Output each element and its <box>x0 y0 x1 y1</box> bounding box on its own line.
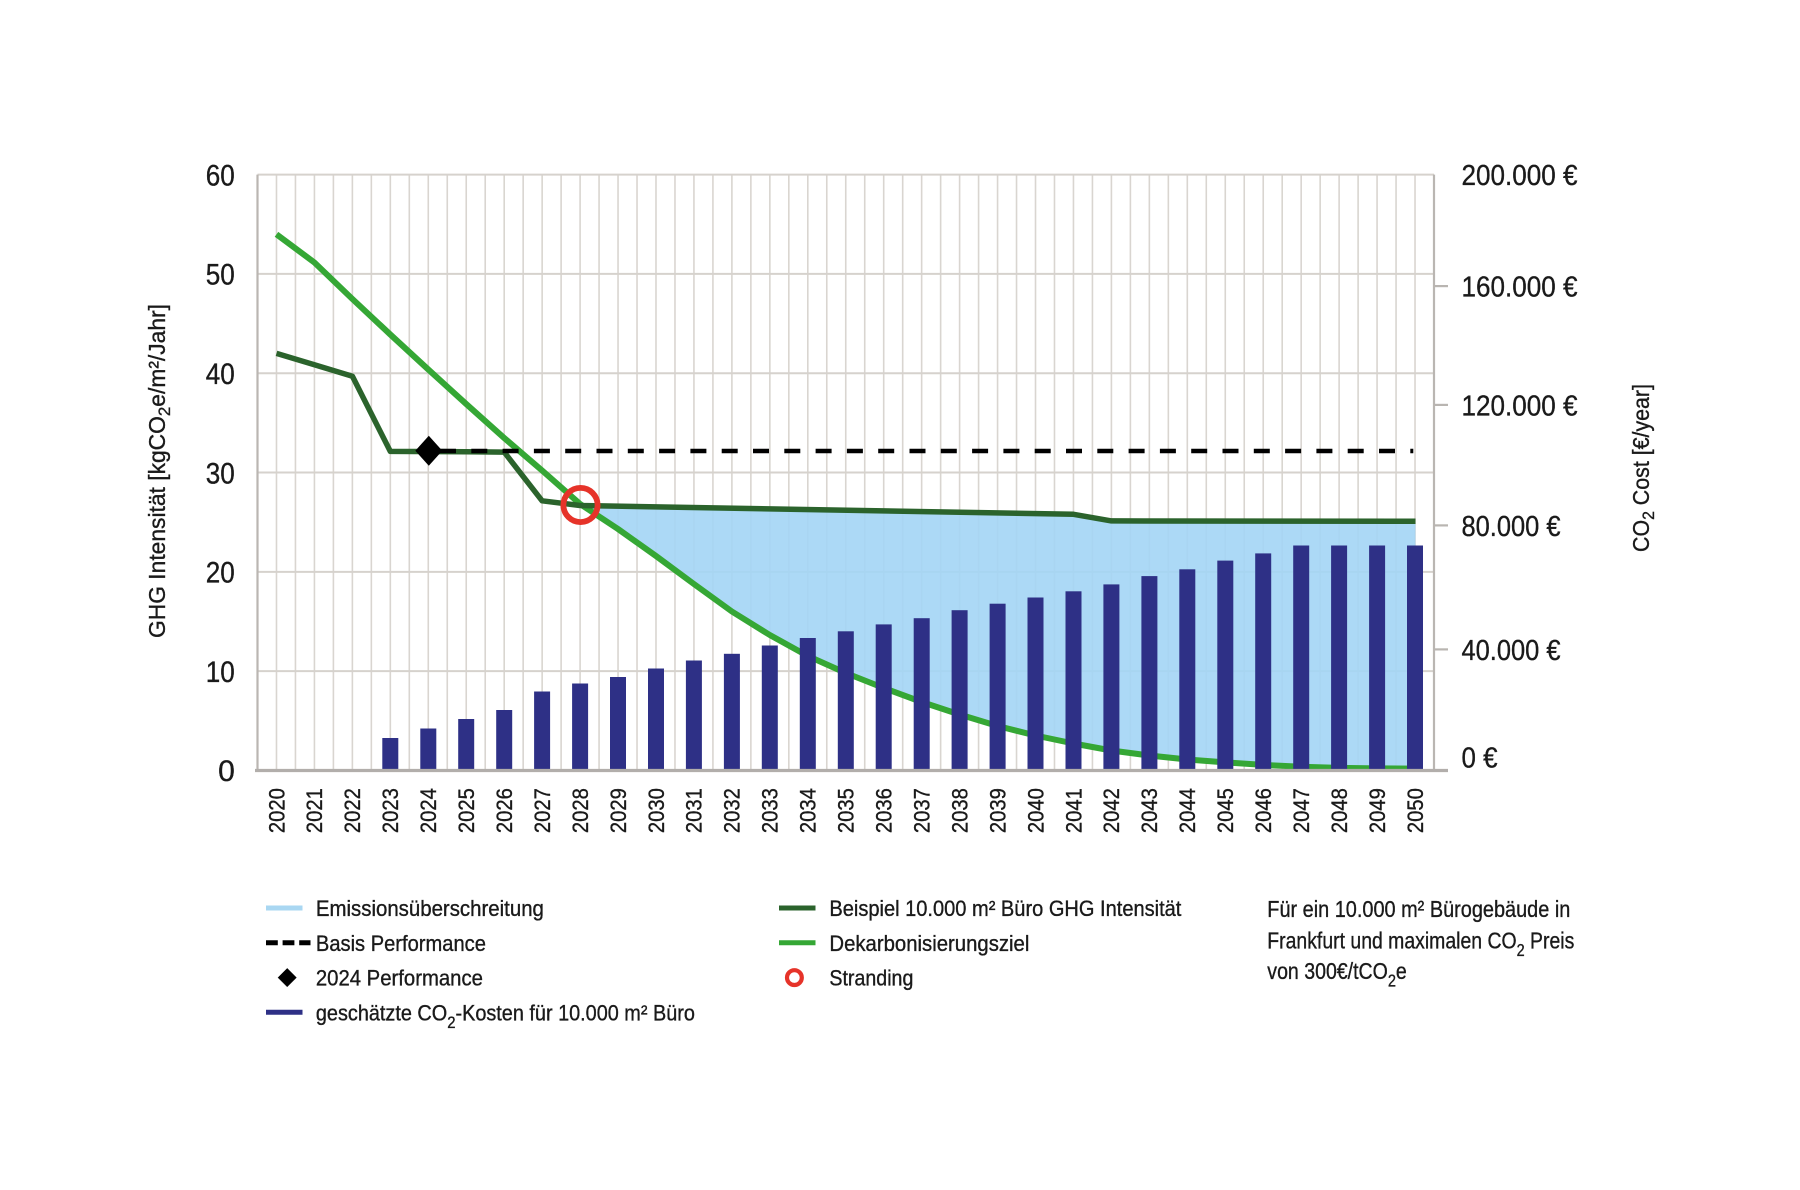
svg-text:2039: 2039 <box>985 788 1010 833</box>
svg-text:2045: 2045 <box>1213 788 1238 833</box>
svg-text:2037: 2037 <box>910 788 935 833</box>
svg-text:Basis Performance: Basis Performance <box>316 931 486 956</box>
svg-text:Dekarbonisierungsziel: Dekarbonisierungsziel <box>829 931 1029 956</box>
svg-text:160.000 €: 160.000 € <box>1462 272 1578 304</box>
svg-text:2050: 2050 <box>1403 788 1428 833</box>
svg-text:2027: 2027 <box>530 788 555 833</box>
svg-text:Beispiel 10.000 m² Büro GHG In: Beispiel 10.000 m² Büro GHG Intensität <box>829 896 1181 921</box>
svg-text:40.000 €: 40.000 € <box>1462 635 1561 667</box>
svg-text:2042: 2042 <box>1099 788 1124 833</box>
svg-text:2048: 2048 <box>1327 788 1352 833</box>
svg-text:40: 40 <box>206 358 235 391</box>
svg-text:2038: 2038 <box>947 788 972 833</box>
svg-text:2046: 2046 <box>1251 788 1276 833</box>
svg-text:2020: 2020 <box>264 788 289 833</box>
svg-text:2044: 2044 <box>1175 788 1200 833</box>
svg-text:120.000 €: 120.000 € <box>1462 390 1578 422</box>
svg-text:2032: 2032 <box>720 788 745 833</box>
svg-text:30: 30 <box>206 457 235 490</box>
svg-text:2024: 2024 <box>416 788 441 833</box>
svg-text:CO2 Cost [€/year]: CO2 Cost [€/year] <box>1628 384 1658 552</box>
svg-text:Stranding: Stranding <box>829 966 913 991</box>
svg-text:2023: 2023 <box>378 788 403 833</box>
svg-text:60: 60 <box>206 159 235 192</box>
svg-text:2047: 2047 <box>1289 788 1314 833</box>
svg-text:2040: 2040 <box>1023 788 1048 833</box>
svg-text:10: 10 <box>206 656 235 689</box>
svg-text:2025: 2025 <box>454 788 479 833</box>
svg-text:200.000 €: 200.000 € <box>1462 160 1578 192</box>
svg-text:2041: 2041 <box>1061 788 1086 833</box>
svg-text:Emissionsüberschreitung: Emissionsüberschreitung <box>316 896 544 921</box>
svg-text:2026: 2026 <box>492 788 517 833</box>
svg-text:2034: 2034 <box>796 788 821 833</box>
svg-text:2021: 2021 <box>302 788 327 833</box>
svg-text:GHG Intensität [kgCO2e/m²/Jahr: GHG Intensität [kgCO2e/m²/Jahr] <box>144 304 174 638</box>
svg-text:2030: 2030 <box>644 788 669 833</box>
svg-text:2022: 2022 <box>340 788 365 833</box>
svg-text:0: 0 <box>218 755 235 788</box>
svg-text:2028: 2028 <box>568 788 593 833</box>
svg-text:2024 Performance: 2024 Performance <box>316 966 483 991</box>
svg-text:2035: 2035 <box>834 788 859 833</box>
svg-text:20: 20 <box>206 557 235 590</box>
svg-text:Für ein 10.000 m² Bürogebäude: Für ein 10.000 m² Bürogebäude in <box>1267 896 1570 922</box>
svg-text:2031: 2031 <box>682 788 707 833</box>
svg-text:50: 50 <box>206 259 235 292</box>
svg-text:2033: 2033 <box>758 788 783 833</box>
svg-text:2029: 2029 <box>606 788 631 833</box>
svg-text:0 €: 0 € <box>1462 742 1498 774</box>
svg-text:2043: 2043 <box>1137 788 1162 833</box>
svg-text:2049: 2049 <box>1365 788 1390 833</box>
svg-text:80.000 €: 80.000 € <box>1462 511 1561 543</box>
svg-text:2036: 2036 <box>872 788 897 833</box>
